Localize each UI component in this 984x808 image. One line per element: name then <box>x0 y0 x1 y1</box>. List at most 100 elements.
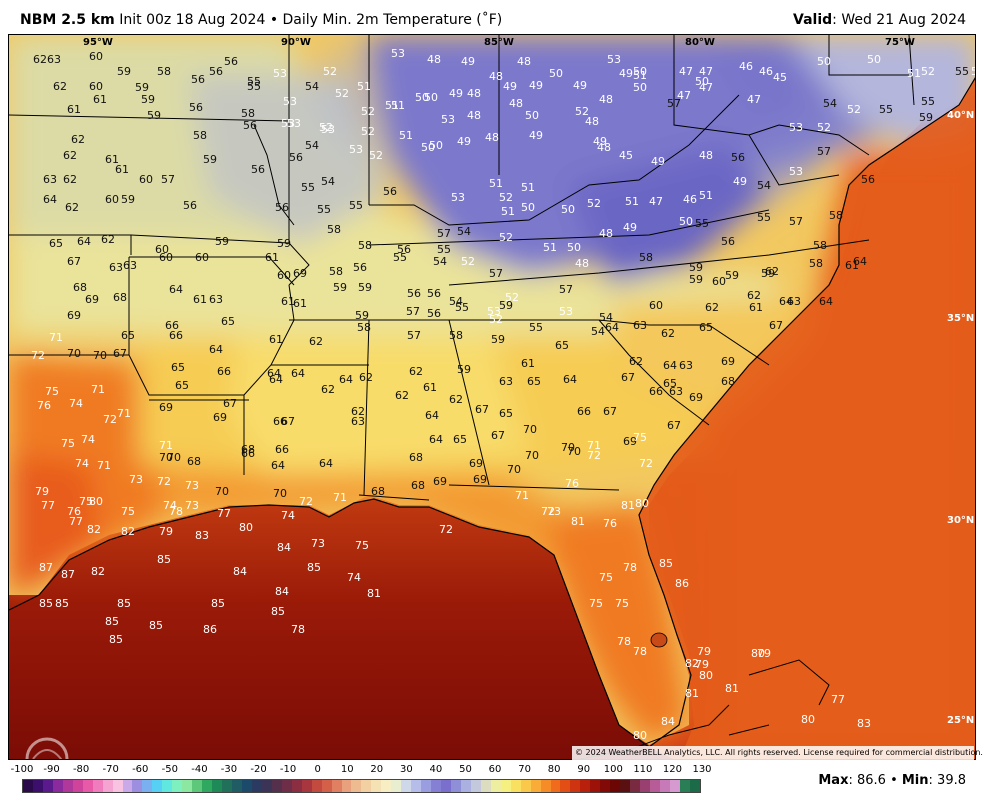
station-value: 64 <box>291 367 305 380</box>
station-value: 56 <box>861 173 875 186</box>
station-value: 51 <box>357 80 371 93</box>
station-value: 75 <box>355 539 369 552</box>
station-value: 76 <box>37 399 51 412</box>
colorbar-swatch <box>540 780 551 792</box>
station-value: 78 <box>291 623 305 636</box>
station-value: 80 <box>89 495 103 508</box>
station-value: 64 <box>605 321 619 334</box>
station-value: 51 <box>489 177 503 190</box>
station-value: 60 <box>89 80 103 93</box>
station-value: 49 <box>503 80 517 93</box>
station-value: 69 <box>67 309 81 322</box>
station-value: 61 <box>193 293 207 306</box>
lon-label-90w: 90°W <box>281 37 311 48</box>
station-value: 83 <box>857 717 871 730</box>
station-value: 53 <box>451 191 465 204</box>
station-value: 59 <box>135 81 149 94</box>
station-value: 60 <box>277 269 291 282</box>
temperature-map[interactable]: 95°W 90°W 85°W 80°W 75°W 40°N 35°N 30°N … <box>8 34 976 760</box>
station-value: 52 <box>461 255 475 268</box>
station-value: 56 <box>353 261 367 274</box>
station-value: 50 <box>695 75 709 88</box>
station-value: 78 <box>623 561 637 574</box>
station-value: 55 <box>955 65 969 78</box>
colorbar-swatch <box>92 780 103 792</box>
colorbar-swatch <box>72 780 83 792</box>
station-value: 59 <box>147 109 161 122</box>
station-value: 57 <box>406 305 420 318</box>
station-value: 56 <box>721 235 735 248</box>
station-value: 58 <box>327 223 341 236</box>
station-value: 47 <box>677 89 691 102</box>
station-value: 52 <box>587 197 601 210</box>
station-value: 59 <box>117 65 131 78</box>
station-value: 51 <box>543 241 557 254</box>
station-value: 72 <box>541 505 555 518</box>
station-value: 74 <box>81 433 95 446</box>
station-value: 67 <box>281 415 295 428</box>
station-value: 77 <box>69 515 83 528</box>
colorbar-tick: 10 <box>340 764 354 775</box>
station-value: 55 <box>921 95 935 108</box>
colorbar-tick: 100 <box>603 764 623 775</box>
station-value: 83 <box>195 529 209 542</box>
station-value: 76 <box>565 477 579 490</box>
station-value: 55 <box>301 181 315 194</box>
station-value: 81 <box>367 587 381 600</box>
station-value: 56 <box>289 151 303 164</box>
colorbar-swatch <box>331 780 342 792</box>
title-bullet: • <box>269 12 279 28</box>
atlantic-waters <box>639 78 975 759</box>
station-value: 51 <box>521 181 535 194</box>
station-value: 59 <box>499 299 513 312</box>
station-value: 53 <box>971 65 976 78</box>
station-value: 46 <box>683 193 697 206</box>
colorbar-swatch <box>570 780 581 792</box>
station-value: 62 <box>661 327 675 340</box>
station-value: 78 <box>633 645 647 658</box>
colorbar-swatch <box>222 780 233 792</box>
station-value: 85 <box>271 605 285 618</box>
colorbar-swatch <box>52 780 63 792</box>
station-value: 50 <box>633 65 647 78</box>
station-value: 55 <box>393 251 407 264</box>
station-value: 53 <box>789 165 803 178</box>
station-value: 53 <box>559 305 573 318</box>
station-value: 49 <box>619 67 633 80</box>
station-value: 52 <box>369 149 383 162</box>
station-value: 48 <box>517 55 531 68</box>
colorbar-swatch <box>510 780 521 792</box>
station-value: 55 <box>529 321 543 334</box>
colorbar-swatch <box>391 780 402 792</box>
station-value: 62 <box>395 389 409 402</box>
colorbar-swatch <box>620 780 631 792</box>
station-value: 50 <box>633 81 647 94</box>
weatherbell-logo <box>25 737 69 759</box>
station-value: 68 <box>721 375 735 388</box>
station-value: 85 <box>55 597 69 610</box>
station-value: 53 <box>607 53 621 66</box>
colorbar-swatch <box>132 780 143 792</box>
station-value: 63 <box>351 415 365 428</box>
station-value: 69 <box>623 435 637 448</box>
station-value: 67 <box>491 429 505 442</box>
station-value: 62 <box>359 371 373 384</box>
station-value: 48 <box>509 97 523 110</box>
station-value: 64 <box>319 457 333 470</box>
colorbar-swatch <box>470 780 481 792</box>
station-value: 55 <box>317 203 331 216</box>
station-value: 53 <box>287 117 301 130</box>
station-value: 73 <box>311 537 325 550</box>
station-value: 63 <box>209 293 223 306</box>
copyright-notice: © 2024 WeatherBELL Analytics, LLC. All r… <box>572 746 983 760</box>
station-value: 80 <box>239 521 253 534</box>
station-value: 72 <box>157 475 171 488</box>
station-value: 64 <box>209 343 223 356</box>
station-value: 51 <box>501 205 515 218</box>
colorbar-swatch <box>441 780 451 792</box>
station-value: 59 <box>215 235 229 248</box>
station-value: 82 <box>121 525 135 538</box>
station-value: 66 <box>275 443 289 456</box>
product-name: NBM 2.5 km <box>20 12 115 28</box>
station-value: 67 <box>223 397 237 410</box>
